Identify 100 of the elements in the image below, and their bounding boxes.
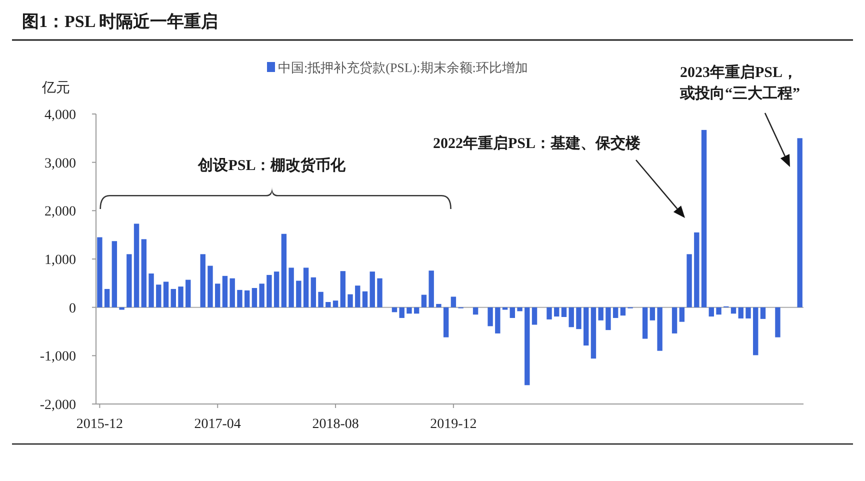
bar — [472, 307, 478, 315]
bar — [326, 302, 331, 308]
bar — [222, 276, 228, 308]
bar — [259, 284, 264, 308]
bar — [112, 241, 118, 308]
x-tick-label: 2017-04 — [194, 417, 241, 432]
bar — [576, 307, 582, 330]
bar — [215, 284, 220, 308]
bar — [554, 307, 560, 317]
bar — [355, 286, 360, 308]
y-tick-label: 3,000 — [44, 156, 76, 172]
annotation: 2022年重启PSL：基建、保交楼 — [433, 134, 642, 152]
bar — [524, 307, 530, 386]
bar — [546, 307, 552, 320]
bar — [612, 307, 618, 318]
bar — [502, 307, 508, 310]
x-tick-label: 2019-12 — [430, 417, 477, 432]
bar — [97, 237, 102, 308]
bar — [310, 277, 316, 308]
bar — [738, 307, 744, 318]
bar — [746, 307, 751, 318]
bar — [399, 307, 404, 318]
bar — [377, 278, 382, 308]
y-tick-label: 4,000 — [44, 108, 76, 123]
bar — [775, 307, 780, 338]
bar — [753, 307, 758, 356]
y-axis-title: 亿元 — [41, 80, 70, 96]
y-tick-label: 1,000 — [44, 253, 76, 268]
bar — [163, 282, 169, 308]
bar — [760, 307, 766, 319]
bar — [561, 307, 567, 317]
bar — [303, 268, 309, 308]
bar — [428, 270, 434, 308]
bar — [443, 307, 449, 338]
bar — [178, 286, 184, 308]
bar — [296, 280, 302, 308]
bar — [186, 280, 191, 308]
bar — [104, 288, 110, 308]
bar — [716, 307, 722, 315]
bar — [450, 296, 456, 308]
bar — [568, 307, 574, 328]
bar — [642, 307, 648, 339]
bar — [421, 294, 427, 308]
bar — [170, 288, 176, 308]
bar — [200, 254, 206, 308]
bar — [141, 239, 147, 308]
bar — [414, 307, 420, 314]
bar — [340, 271, 346, 308]
annotation: 创设PSL：棚改货币化 — [197, 157, 347, 174]
bar — [362, 291, 368, 308]
bar — [488, 307, 493, 326]
bar — [495, 307, 500, 334]
x-tick-label: 2018-08 — [312, 417, 359, 432]
bar — [244, 290, 250, 308]
chart-title: 图1：PSL 时隔近一年重启 — [22, 12, 218, 31]
bar — [436, 304, 442, 308]
y-tick-label: 0 — [69, 301, 76, 316]
bar — [332, 300, 338, 308]
bar — [370, 272, 375, 308]
y-tick-label: 2,000 — [44, 204, 76, 220]
bar — [208, 266, 213, 308]
legend-label: 中国:抵押补充贷款(PSL):期末余额:环比增加 — [278, 60, 528, 75]
bar — [134, 224, 140, 308]
y-tick-label: -1,000 — [40, 350, 76, 365]
bar — [701, 130, 707, 308]
bar — [650, 307, 656, 320]
bar — [252, 288, 258, 308]
bar — [119, 307, 124, 310]
bar — [274, 272, 280, 308]
bar — [288, 268, 294, 308]
bar — [126, 254, 132, 308]
bar — [230, 278, 235, 308]
text: 2023年重启PSL， — [680, 63, 798, 81]
bar — [590, 307, 596, 359]
bar — [156, 284, 162, 308]
bar — [686, 254, 692, 308]
bar — [797, 138, 802, 308]
bar — [281, 234, 287, 308]
y-tick-label: -2,000 — [40, 398, 76, 413]
bar — [266, 274, 272, 308]
bar — [532, 307, 538, 325]
bar — [510, 307, 516, 318]
x-tick-label: 2015-12 — [76, 417, 124, 432]
bar — [517, 307, 522, 312]
bar — [694, 232, 700, 308]
bar — [606, 307, 611, 330]
bar — [237, 290, 242, 308]
bar — [657, 307, 662, 351]
bar — [406, 307, 412, 314]
bar — [318, 292, 324, 308]
bar — [598, 307, 604, 320]
bar — [672, 307, 678, 334]
bar — [148, 274, 154, 308]
text: 或投向“三大工程” — [679, 85, 800, 102]
bar — [708, 307, 714, 317]
bar — [730, 307, 736, 314]
bar — [584, 307, 589, 346]
bar — [620, 307, 626, 316]
bar — [679, 307, 685, 322]
bar — [348, 294, 353, 308]
